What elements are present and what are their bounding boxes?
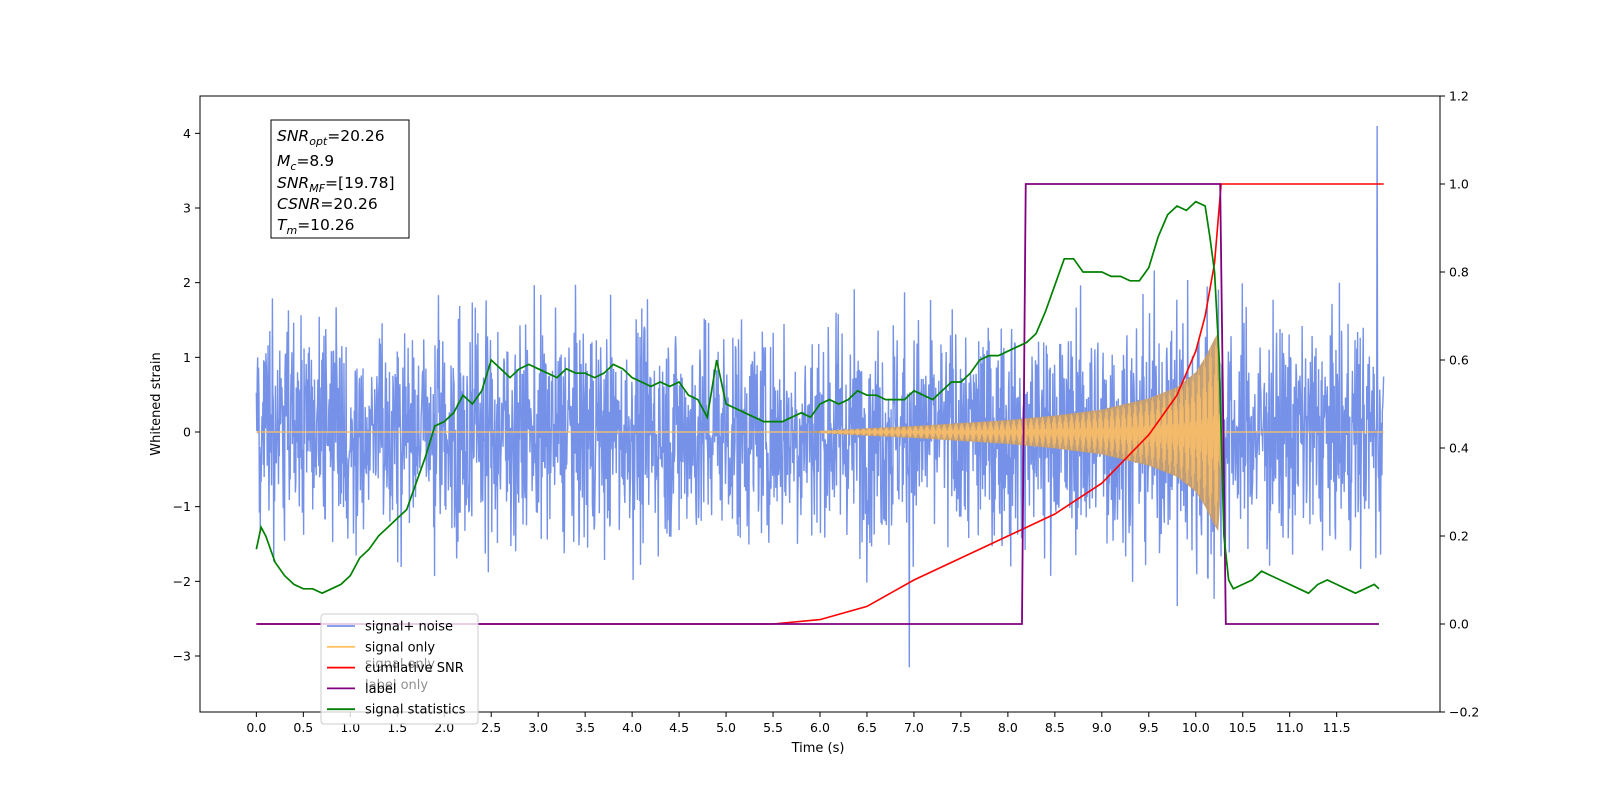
x-tick-label: 10.0	[1182, 720, 1210, 735]
x-tick-label: 2.5	[481, 720, 501, 735]
y-right-tick-label: 1.2	[1449, 89, 1469, 104]
x-tick-label: 6.5	[857, 720, 877, 735]
annotation-box: SNRopt=20.26 Mc=8.9SNRMF=[19.78]CSNR=20.2…	[270, 119, 410, 239]
annotation-line: SNRopt=20.26	[277, 127, 385, 148]
x-tick-label: 0.5	[293, 720, 313, 735]
cumulative-snr-line	[256, 183, 1384, 625]
label-line	[256, 183, 1379, 625]
signal-only-line	[819, 336, 1221, 526]
legend-ghost-label: label only	[365, 678, 428, 693]
legend-ghost-label: signal only	[365, 657, 435, 672]
x-axis-label: Time (s)	[791, 741, 845, 756]
annotation-frame	[270, 119, 410, 239]
x-tick-label: 7.5	[951, 720, 971, 735]
y-left-tick-label: −3	[173, 649, 191, 664]
y-right-tick-label: −0.2	[1449, 705, 1479, 720]
x-tick-label: 0.0	[246, 720, 266, 735]
x-tick-label: 8.0	[998, 720, 1018, 735]
y-left-tick-label: 0	[183, 425, 191, 440]
annotation-line: Tm=10.26	[277, 216, 355, 237]
signal-statistics-line	[255, 200, 1380, 595]
x-tick-label: 11.5	[1323, 720, 1351, 735]
y-right-tick-label: 0.0	[1449, 617, 1469, 632]
x-tick-label: 10.5	[1229, 720, 1257, 735]
x-tick-label: 11.0	[1276, 720, 1304, 735]
y-left-tick-label: 2	[183, 275, 191, 290]
annotation-line: CSNR=20.26	[277, 195, 378, 213]
y-left-tick-label: −2	[173, 574, 191, 589]
y-left-tick-label: 3	[183, 201, 191, 216]
x-tick-label: 6.0	[810, 720, 830, 735]
y-left-tick-label: 4	[183, 126, 191, 141]
legend-label: cumilative SNR	[365, 661, 464, 676]
x-tick-label: 4.5	[669, 720, 689, 735]
annotation-line: Mc=8.9	[277, 152, 334, 173]
legend-label: signal only	[365, 640, 435, 655]
y-left-tick-label: 1	[183, 350, 191, 365]
y-axis-left: −3 −2 −1 0 1 2 3 4	[173, 126, 200, 664]
y-right-tick-label: 1.0	[1449, 177, 1469, 192]
x-tick-label: 5.0	[716, 720, 736, 735]
legend-label: signal+ noise	[365, 620, 453, 635]
legend-label: label	[365, 682, 396, 697]
x-tick-label: 3.5	[575, 720, 595, 735]
legend: signal only label only signal+ noise signal…	[320, 613, 479, 725]
y-right-tick-label: 0.6	[1449, 353, 1469, 368]
x-tick-label: 9.5	[1139, 720, 1159, 735]
legend-label: signal statistics	[365, 703, 466, 718]
y-axis-label: Whitened strain	[149, 352, 164, 455]
signal-only-group	[256, 332, 1384, 532]
x-tick-label: 8.5	[1045, 720, 1065, 735]
y-left-tick-label: −1	[173, 499, 191, 514]
y-right-tick-label: 0.8	[1449, 265, 1469, 280]
x-tick-label: 9.0	[1092, 720, 1112, 735]
y-right-tick-label: 0.2	[1449, 529, 1469, 544]
y-right-tick-label: 0.4	[1449, 441, 1469, 456]
x-tick-label: 7.0	[904, 720, 924, 735]
plot-area	[255, 125, 1385, 668]
y-axis-right: −0.2 0.0 0.2 0.4 0.6 0.8 1.0 1.2	[1440, 89, 1479, 720]
x-tick-label: 5.5	[763, 720, 783, 735]
legend-frame	[320, 613, 479, 725]
annotation-line: SNRMF=[19.78]	[277, 174, 395, 195]
x-tick-label: 3.0	[528, 720, 548, 735]
x-tick-label: 4.0	[622, 720, 642, 735]
